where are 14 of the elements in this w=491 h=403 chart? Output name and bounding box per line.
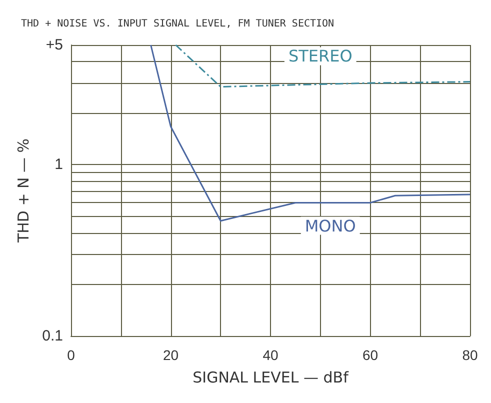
y-axis-title: THD + N — % (14, 138, 32, 244)
x-tick-label: 0 (67, 347, 76, 363)
series-label: STEREO (288, 46, 352, 66)
x-tick-label: 20 (162, 347, 179, 363)
x-tick-label: 60 (362, 347, 378, 363)
series-label: MONO (304, 216, 356, 236)
y-tick-label: 1 (54, 156, 63, 174)
x-axis-title: SIGNAL LEVEL — dBf (192, 368, 350, 386)
chart-title: THD + NOISE VS. INPUT SIGNAL LEVEL, FM TUNER SECTION (21, 18, 334, 30)
x-tick-label: 80 (462, 347, 478, 363)
y-tick-label: +5 (46, 36, 63, 54)
y-tick-label: 0.1 (42, 328, 63, 344)
x-tick-label: 40 (262, 347, 278, 363)
line-series (174, 44, 471, 88)
